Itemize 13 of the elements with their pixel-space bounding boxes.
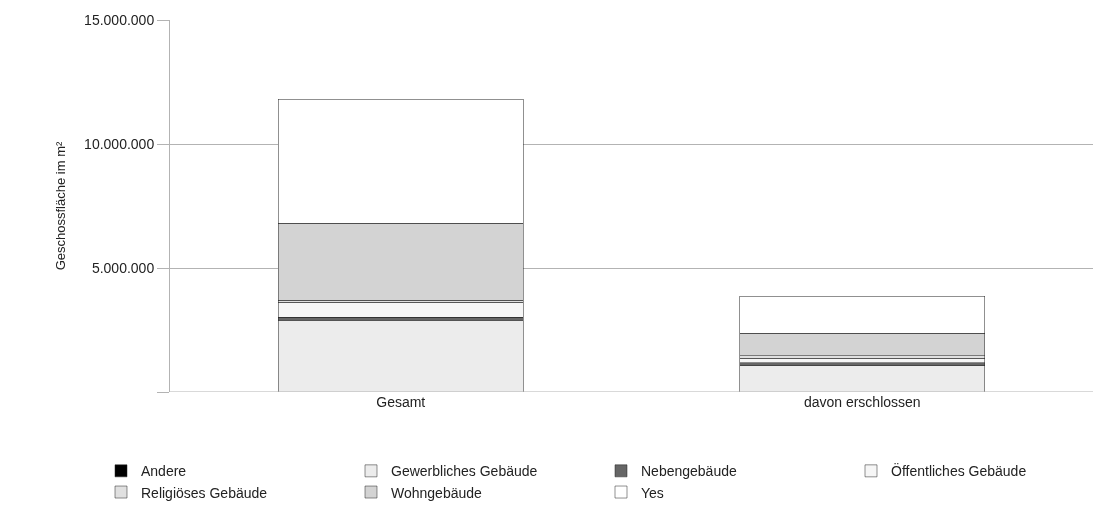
- legend-label: Gewerbliches Gebäude: [391, 463, 538, 480]
- x-tick-label: Gesamt: [376, 394, 426, 410]
- y-axis-title: Geschossfläche im m²: [53, 141, 69, 271]
- x-tick-label: davon erschlossen: [803, 394, 921, 410]
- legend-label: Andere: [141, 463, 187, 480]
- legend-label: Nebengebäude: [641, 463, 737, 480]
- y-tick-label: 5.000.000: [91, 259, 155, 276]
- legend-label: Yes: [641, 484, 664, 501]
- legend-label: Wohngebäude: [391, 484, 483, 501]
- y-tick-label: 15.000.000: [84, 11, 155, 28]
- legend-label: Öffentliches Gebäude: [891, 462, 1027, 480]
- y-tick-label: 10.000.000: [84, 135, 155, 152]
- legend-label: Religiöses Gebäude: [141, 484, 268, 501]
